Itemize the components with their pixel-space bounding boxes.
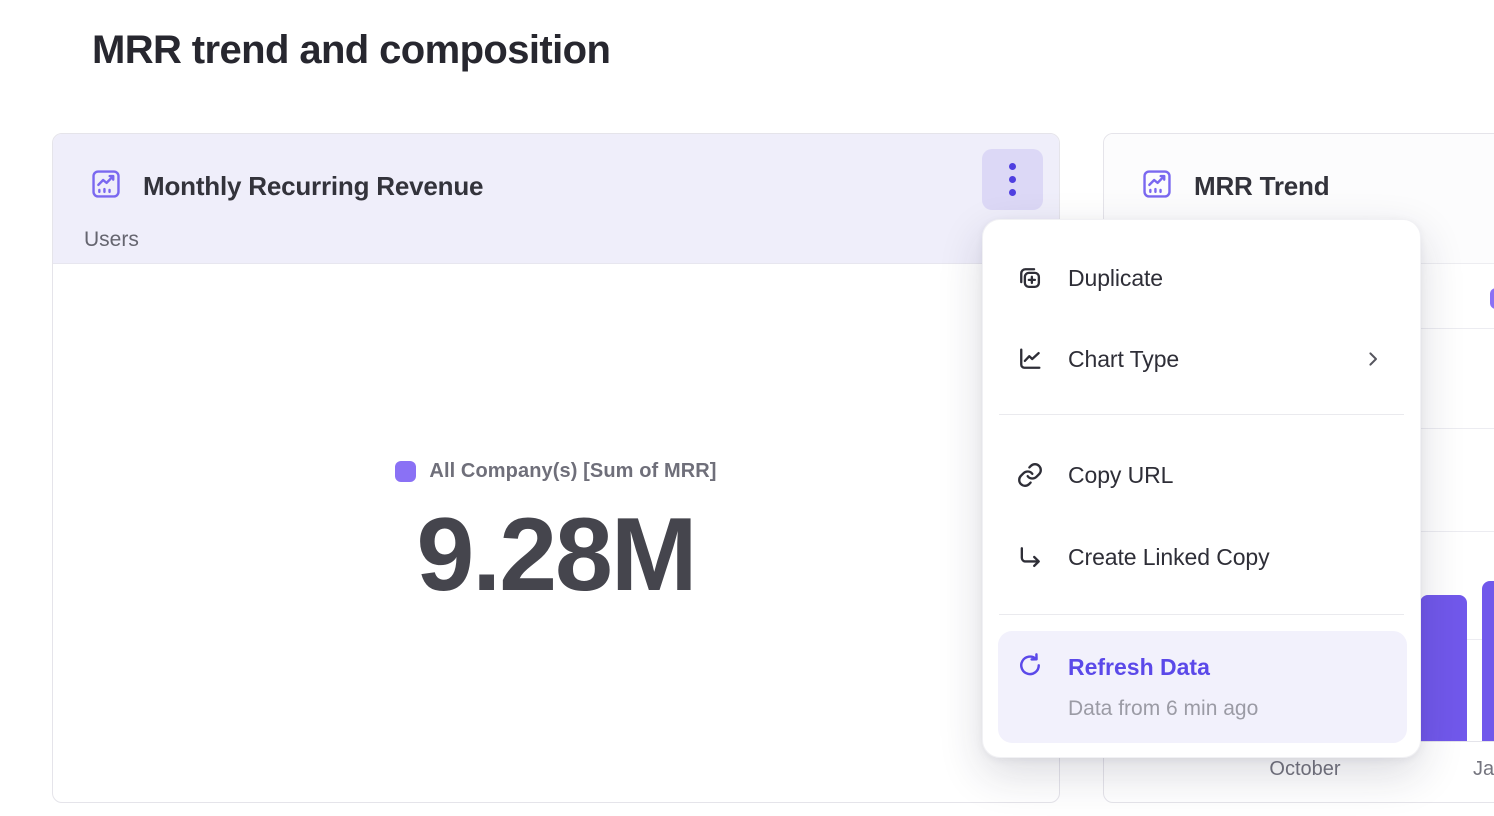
kebab-dot	[1009, 176, 1016, 183]
duplicate-icon	[1016, 264, 1044, 292]
page-title: MRR trend and composition	[92, 28, 611, 72]
mrr-kpi-card-header: Monthly Recurring Revenue Users	[53, 134, 1059, 264]
x-axis-tick-label: October	[1269, 758, 1341, 780]
menu-item-refresh-data[interactable]: Refresh Data Data from 6 min ago	[998, 631, 1407, 743]
menu-item-sublabel: Data from 6 min ago	[1068, 697, 1259, 720]
bar[interactable]	[1482, 581, 1494, 741]
chart-type-icon	[1016, 345, 1044, 373]
link-icon	[1016, 461, 1044, 489]
linked-copy-icon	[1016, 543, 1044, 571]
menu-item-copy-url[interactable]: Copy URL	[983, 447, 1420, 503]
menu-divider	[999, 414, 1404, 415]
card-subtitle: Users	[84, 228, 139, 251]
chart-widget-icon	[89, 167, 123, 201]
card-title: Monthly Recurring Revenue	[143, 171, 484, 201]
legend-label: All Company(s) [Sum of MRR]	[429, 459, 717, 482]
menu-item-label: Duplicate	[1068, 264, 1163, 291]
mrr-kpi-card: Monthly Recurring Revenue Users All Comp…	[52, 133, 1060, 803]
kebab-dot	[1009, 189, 1016, 196]
kebab-menu-button[interactable]	[982, 149, 1043, 210]
kpi-value: 9.28M	[416, 496, 697, 613]
menu-item-label: Chart Type	[1068, 345, 1180, 372]
kebab-dot	[1009, 163, 1016, 170]
chevron-right-icon	[1364, 350, 1382, 368]
chart-widget-icon	[1140, 167, 1174, 201]
legend-swatch	[395, 460, 417, 482]
menu-item-duplicate[interactable]: Duplicate	[983, 250, 1420, 306]
refresh-icon	[1016, 651, 1044, 679]
kpi-legend: All Company(s) [Sum of MRR]	[395, 460, 716, 483]
menu-item-label: Create Linked Copy	[1068, 543, 1270, 570]
menu-item-create-linked-copy[interactable]: Create Linked Copy	[983, 529, 1420, 585]
menu-item-chart-type[interactable]: Chart Type	[983, 331, 1420, 387]
x-axis-tick-label: January	[1473, 758, 1494, 780]
chart-legend-swatch	[1490, 288, 1494, 309]
menu-item-label: Copy URL	[1068, 461, 1174, 488]
menu-divider	[999, 614, 1404, 615]
menu-item-label: Refresh Data	[1068, 654, 1210, 680]
kpi-body: All Company(s) [Sum of MRR] 9.28M	[53, 264, 1059, 802]
bar[interactable]	[1420, 595, 1467, 741]
context-menu: Duplicate Chart Type	[982, 219, 1421, 758]
card-title: MRR Trend	[1194, 171, 1330, 201]
